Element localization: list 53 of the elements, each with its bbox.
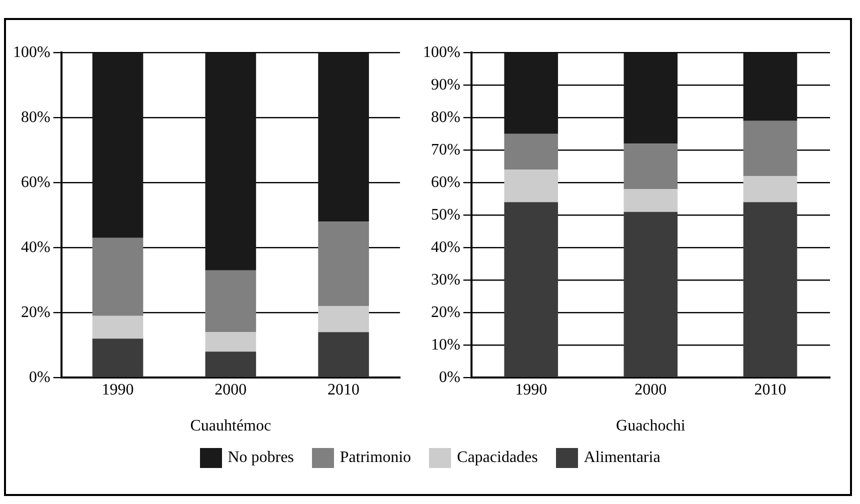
- x-tick-label: 2000: [214, 381, 247, 398]
- x-tick-label: 2010: [754, 381, 786, 398]
- x-tick-label: 2000: [634, 381, 667, 398]
- bar: [205, 352, 256, 377]
- x-tick-label: 1990: [102, 381, 134, 398]
- bar: [504, 52, 558, 134]
- y-tick-label: 50%: [431, 206, 460, 224]
- bar: [624, 212, 678, 377]
- y-tick-label: 100%: [423, 44, 460, 61]
- bar: [318, 306, 369, 332]
- y-tick-label: 20%: [431, 304, 460, 321]
- bar: [743, 202, 798, 377]
- y-tick-label: 80%: [431, 108, 460, 126]
- bar: [624, 189, 678, 212]
- bar: [205, 270, 256, 332]
- bar: [92, 338, 144, 377]
- x-tick-label: 2010: [328, 381, 360, 398]
- bar: [92, 238, 144, 316]
- bar: [92, 316, 144, 339]
- bar: [205, 52, 256, 270]
- y-tick-label: 70%: [431, 141, 460, 158]
- bar: [504, 134, 558, 170]
- bar: [318, 222, 369, 306]
- bar: [743, 52, 798, 121]
- bar: [504, 170, 558, 202]
- bar: [205, 332, 256, 352]
- bar: [318, 52, 369, 222]
- bar: [743, 176, 798, 202]
- y-tick-label: 100%: [13, 44, 50, 61]
- bar: [318, 332, 369, 377]
- bar: [624, 52, 678, 144]
- bar: [743, 120, 798, 176]
- x-tick-label: 1990: [515, 381, 548, 398]
- bar: [624, 144, 678, 190]
- legend-label: Patrimonio: [340, 449, 412, 467]
- y-tick-label: 40%: [431, 238, 460, 256]
- y-tick-label: 60%: [431, 174, 460, 191]
- x-axis-title: Cuauhtémoc: [190, 418, 272, 435]
- y-tick-label: 0%: [439, 368, 460, 386]
- y-tick-label: 0%: [29, 368, 50, 386]
- bar: [504, 202, 558, 377]
- y-tick-label: 40%: [21, 238, 50, 256]
- y-tick-label: 80%: [21, 108, 50, 126]
- y-tick-label: 90%: [431, 76, 460, 94]
- bar: [92, 52, 144, 238]
- legend-label: No pobres: [228, 449, 294, 467]
- x-axis-title: Guachochi: [616, 418, 686, 435]
- legend-label: Alimentaria: [584, 449, 660, 467]
- legend-label: Capacidades: [457, 449, 538, 467]
- y-tick-label: 30%: [431, 271, 460, 288]
- y-tick-label: 60%: [21, 174, 50, 191]
- y-tick-label: 20%: [21, 304, 50, 321]
- y-tick-label: 10%: [431, 336, 460, 354]
